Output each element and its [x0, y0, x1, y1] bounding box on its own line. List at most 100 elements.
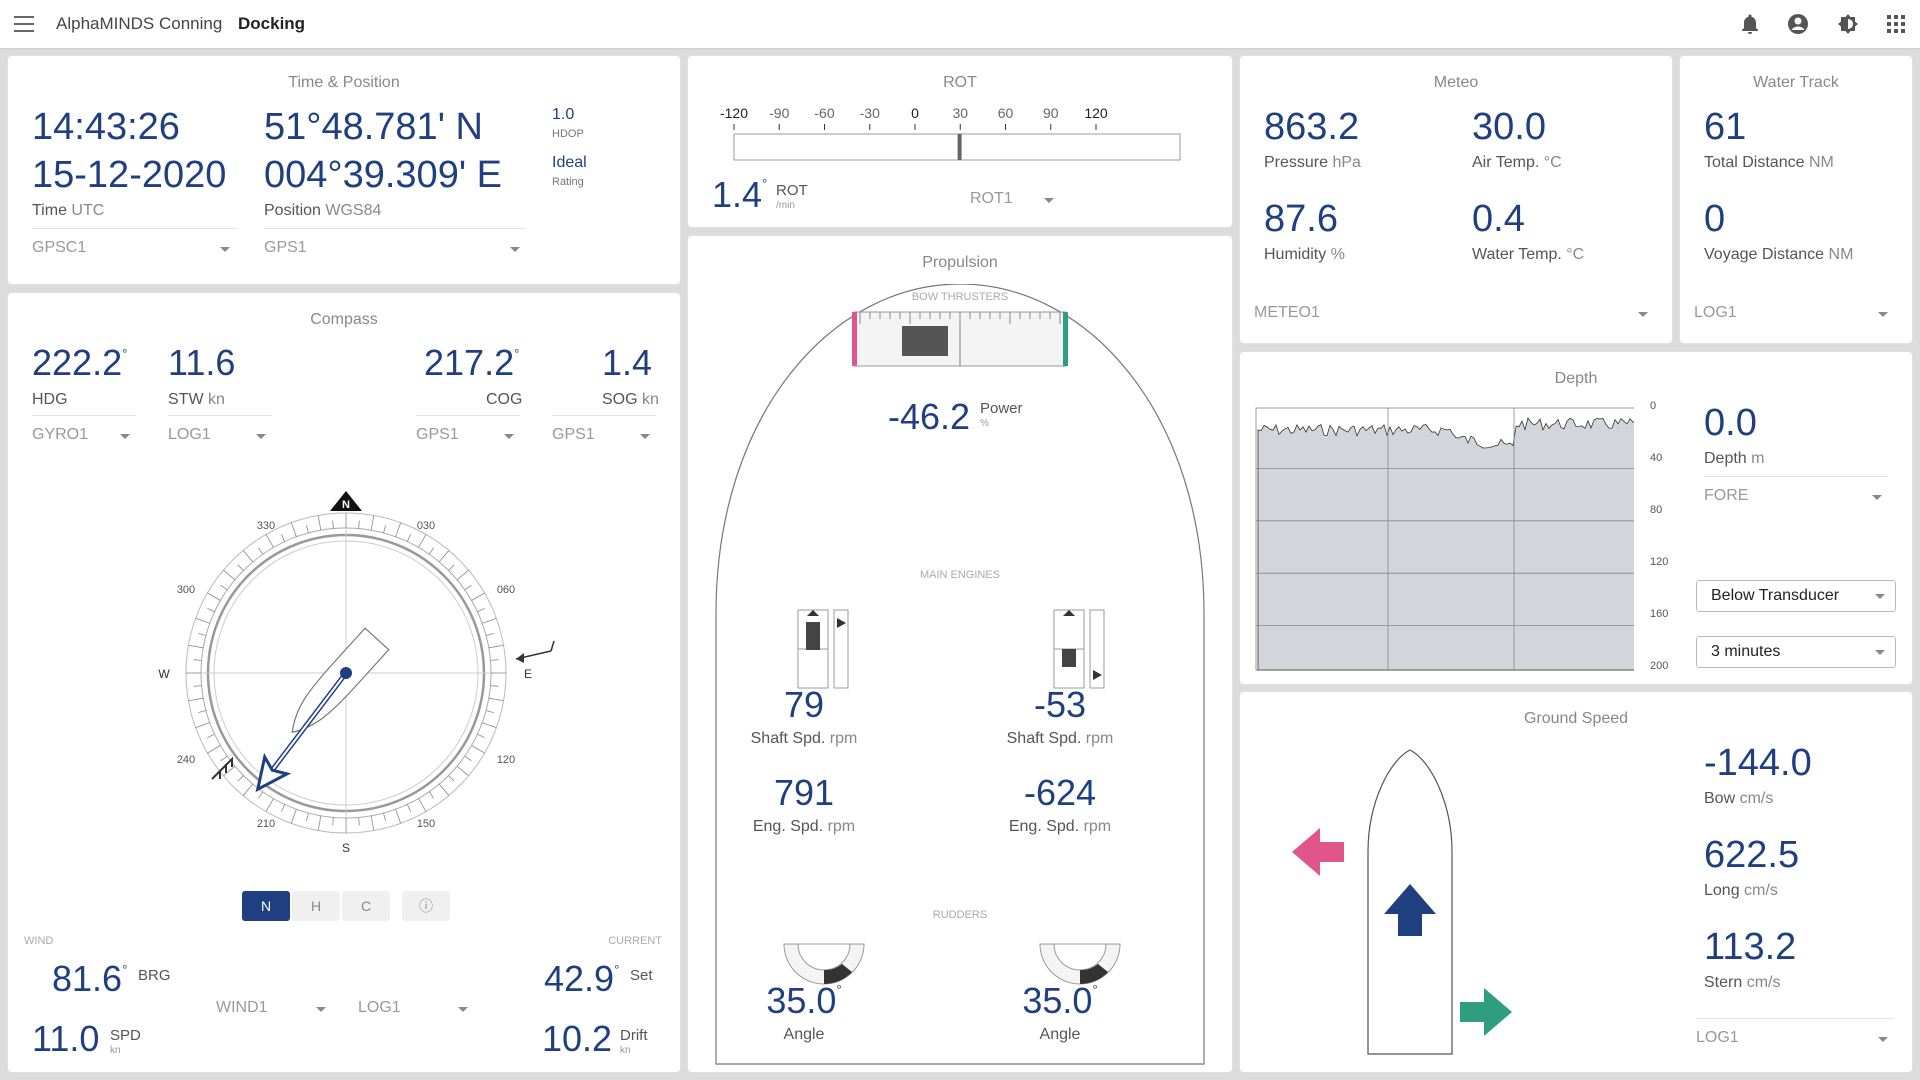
hull-outline — [715, 284, 1205, 1065]
rot-tick-label: -90 — [769, 105, 789, 121]
mode-head-up[interactable]: H — [292, 891, 340, 921]
rot-source-dropdown[interactable]: ROT1 — [970, 180, 1060, 210]
top-bar: AlphaMINDS Conning Docking — [0, 0, 1920, 49]
rot-bar — [733, 133, 1181, 161]
dial-label-150: 150 — [417, 818, 435, 830]
propulsion-diagram: BOW THRUSTERS MAIN ENGINES — [715, 284, 1205, 1065]
compass-panel: Compass 222.2° HDG 11.6 STW kn 217.2° CO… — [8, 293, 680, 1072]
depth-panel: Depth 0 40 80 120 160 200 0.0 Depth m FORE Be… — [1240, 352, 1912, 684]
cog-source-dropdown[interactable]: GPS1 — [416, 415, 520, 446]
depth-reference-select[interactable]: Below Transducer — [1696, 580, 1896, 612]
info-icon[interactable]: ⓘ — [402, 891, 450, 921]
south-label: S — [342, 841, 350, 853]
rot-tick-label: 0 — [911, 105, 919, 121]
wind-speed-label: SPD — [110, 1027, 141, 1044]
long-speed-value: 622.5 — [1704, 834, 1800, 876]
air-temp-label: Air Temp. °C — [1472, 154, 1562, 171]
sog-value: 1.4 — [602, 342, 653, 383]
rot-indicator — [957, 134, 962, 160]
stern-speed-label: Stern cm/s — [1704, 974, 1781, 991]
chevron-down-icon — [1878, 1037, 1888, 1042]
chevron-down-icon — [1878, 312, 1888, 317]
apps-grid-icon[interactable] — [1884, 12, 1908, 36]
humidity-label: Humidity % — [1264, 246, 1345, 263]
water-track-source-dropdown[interactable]: LOG1 — [1694, 294, 1894, 324]
meteo-source-dropdown[interactable]: METEO1 — [1254, 294, 1654, 324]
chevron-down-icon — [120, 434, 130, 439]
mode-course-up[interactable]: C — [342, 891, 390, 921]
depth-window-select[interactable]: 3 minutes — [1696, 636, 1896, 668]
depth-source-dropdown[interactable]: FORE — [1704, 476, 1888, 507]
hdg-label: HDG — [32, 391, 68, 408]
wind-bearing-value: 81.6° — [52, 958, 128, 999]
time-position-panel: Time & Position 14:43:26 15-12-2020 Time… — [8, 56, 680, 284]
mode-north-up[interactable]: N — [242, 891, 290, 921]
pressure-value: 863.2 — [1264, 106, 1360, 148]
port-engine-label: Eng. Spd. rpm — [752, 818, 856, 835]
brightness-icon[interactable] — [1836, 12, 1860, 36]
rot-panel: ROT -120 -90 -60 -30 0 30 60 90 120 1.4° ROT /mi… — [688, 56, 1232, 227]
port-rudder-angle-value: 35.0° — [766, 980, 842, 1021]
ground-speed-diagram — [1292, 749, 1512, 1055]
rating-label: Rating — [552, 176, 584, 188]
dial-label-030: 030 — [417, 520, 435, 532]
water-temp-label: Water Temp. °C — [1472, 246, 1585, 263]
stern-speed-value: 113.2 — [1704, 926, 1797, 968]
starboard-engine-label: Eng. Spd. rpm — [1008, 818, 1112, 835]
chevron-down-icon — [458, 1007, 468, 1012]
current-source-dropdown[interactable]: LOG1 — [358, 989, 474, 1019]
chevron-down-icon — [1044, 198, 1054, 203]
rot-tick-label: 60 — [998, 105, 1014, 121]
starboard-engine-gauge — [1053, 609, 1105, 689]
east-label: E — [524, 667, 532, 681]
humidity-value: 87.6 — [1264, 198, 1338, 240]
menu-icon[interactable] — [14, 16, 34, 32]
port-engine-gauge — [797, 609, 849, 689]
compass-mode-toggle: N H C ⓘ — [242, 891, 450, 921]
port-shaft-label: Shaft Spd. rpm — [750, 730, 858, 747]
account-icon[interactable] — [1786, 12, 1810, 36]
rot-scale: -120 -90 -60 -30 0 30 60 90 120 — [720, 105, 1181, 161]
chevron-down-icon — [256, 434, 266, 439]
total-distance-value: 61 — [1704, 106, 1747, 148]
main-engines-label: MAIN ENGINES — [920, 569, 1000, 581]
meteo-panel: Meteo 863.2 Pressure hPa 30.0 Air Temp. … — [1240, 56, 1672, 343]
depth-axis-tick: 40 — [1650, 452, 1663, 464]
panel-title: ROT — [943, 74, 977, 91]
dial-label-120: 120 — [497, 754, 515, 766]
time-value: 14:43:26 — [32, 106, 180, 148]
port-rudder-gauge — [783, 943, 865, 985]
hdop-label: HDOP — [552, 128, 584, 140]
wind-source-dropdown[interactable]: WIND1 — [216, 989, 332, 1019]
port-engine-value: 791 — [773, 772, 835, 813]
wind-speed-unit: kn — [110, 1045, 121, 1056]
stw-source-dropdown[interactable]: LOG1 — [168, 415, 272, 446]
panel-title: Propulsion — [922, 254, 998, 271]
bow-power-value: -46.2 — [888, 396, 971, 437]
hdg-source-dropdown[interactable]: GYRO1 — [32, 415, 136, 446]
rot-tick-label: 90 — [1043, 105, 1059, 121]
position-source-dropdown[interactable]: GPS1 — [264, 228, 526, 259]
cog-value: 217.2° — [424, 342, 520, 383]
rot-value: 1.4° — [712, 174, 768, 215]
bell-icon[interactable] — [1738, 12, 1762, 36]
chevron-down-icon — [316, 1007, 326, 1012]
dial-label-330: 330 — [257, 520, 275, 532]
rudders-label: RUDDERS — [933, 909, 987, 921]
dial-label-300: 300 — [177, 584, 195, 596]
panel-title: Water Track — [1753, 74, 1839, 91]
ground-speed-source-dropdown[interactable]: LOG1 — [1696, 1018, 1894, 1049]
long-speed-label: Long cm/s — [1704, 882, 1778, 899]
rot-unit-sub: /min — [776, 200, 795, 211]
sog-source-dropdown[interactable]: GPS1 — [552, 415, 656, 446]
rot-tick-label: 120 — [1084, 105, 1108, 121]
page-title: Docking — [238, 14, 306, 33]
hdg-value: 222.2° — [32, 342, 128, 383]
bow-power-unit: % — [980, 418, 989, 429]
compass-center — [340, 667, 352, 679]
depth-label: Depth m — [1704, 450, 1765, 467]
time-source-dropdown[interactable]: GPSC1 — [32, 228, 236, 259]
voyage-distance-label: Voyage Distance NM — [1704, 246, 1854, 263]
bow-speed-label: Bow cm/s — [1704, 790, 1774, 807]
latitude-value: 51°48.781' N — [264, 106, 483, 148]
